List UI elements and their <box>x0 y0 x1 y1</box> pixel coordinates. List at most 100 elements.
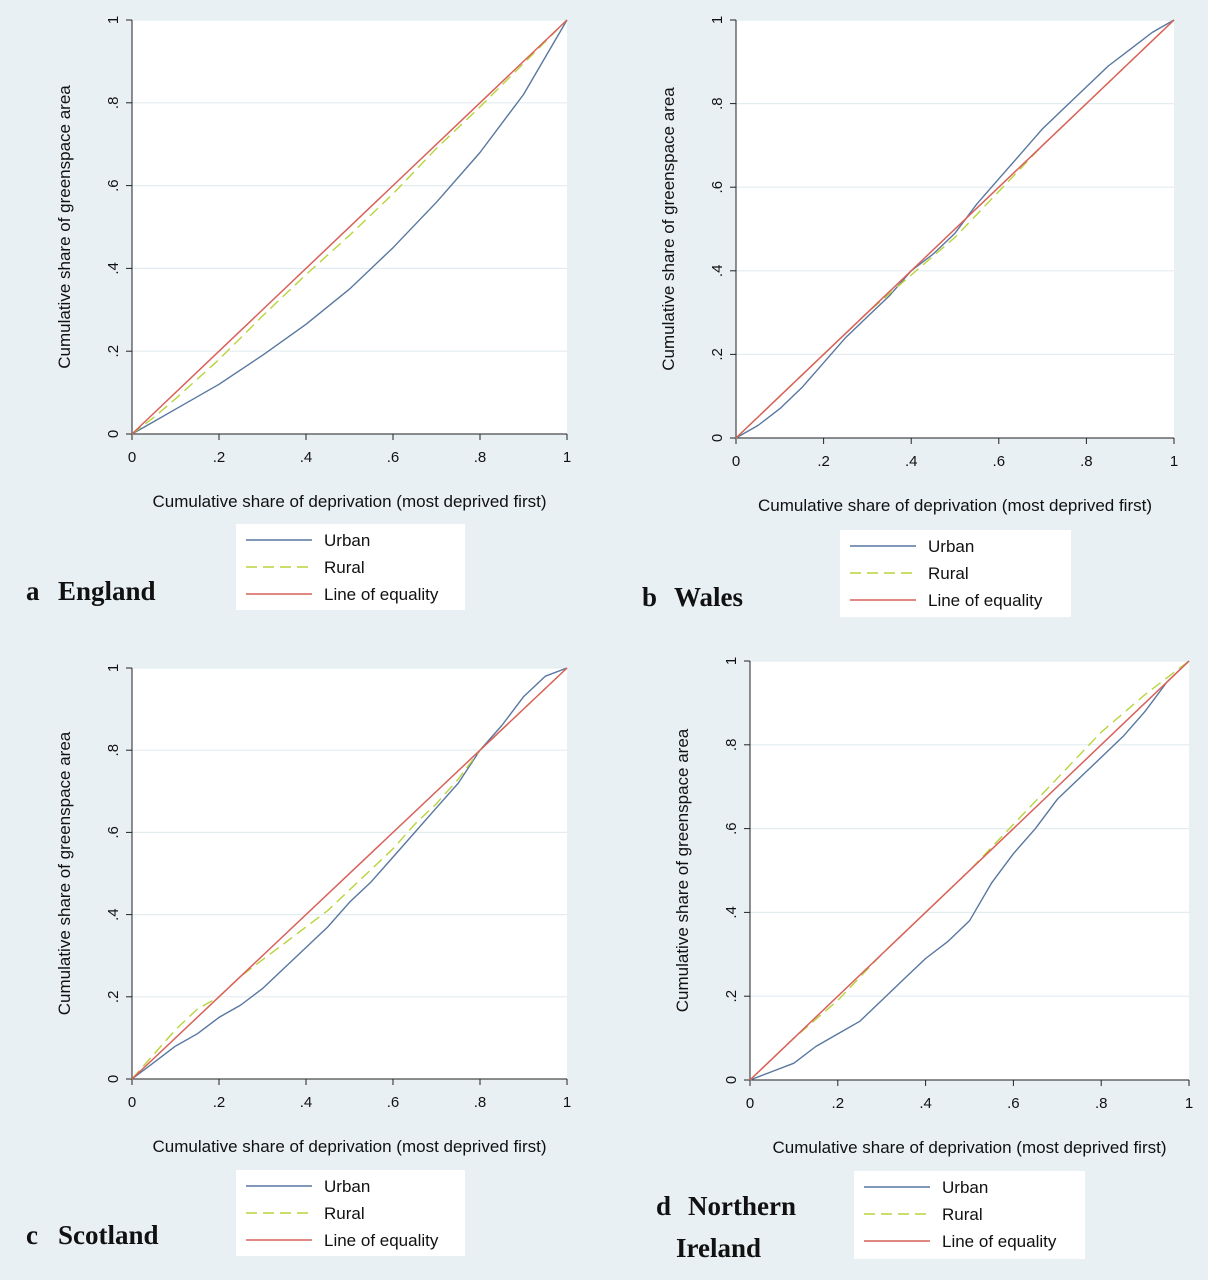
panel-title: Ireland <box>676 1233 761 1263</box>
y-tick-label: .4 <box>105 262 122 275</box>
panel-title: Scotland <box>58 1220 159 1250</box>
panel-title: Wales <box>674 582 743 612</box>
y-tick-label: .2 <box>105 345 122 358</box>
legend: Urban Rural Line of equality <box>854 1171 1085 1259</box>
y-tick-label: .2 <box>105 991 122 1004</box>
series-line-line-of-equality <box>749 660 1190 1081</box>
x-tick-label: .2 <box>832 1095 845 1112</box>
y-tick-label: .6 <box>105 179 122 192</box>
chart-svg: 0 .2 .4 .6 .8 1 0 .2 .4 .6 .8 1 Cumulative share of … <box>26 16 571 610</box>
legend-label: Line of equality <box>324 585 439 604</box>
x-tick-label: 0 <box>732 453 740 470</box>
series-line-line-of-equality <box>131 667 568 1080</box>
chart-panel-england: 0 .2 .4 .6 .8 1 0 .2 .4 .6 .8 1 Cumulative share of … <box>0 0 604 640</box>
x-tick-label: .8 <box>474 1094 487 1111</box>
legend-box <box>236 524 465 610</box>
series-line-line-of-equality <box>735 19 1175 439</box>
legend: Urban Rural Line of equality <box>236 524 465 610</box>
y-axis-label: Cumulative share of greenspace area <box>659 87 678 371</box>
y-tick-label: 1 <box>105 664 122 672</box>
x-axis-label: Cumulative share of deprivation (most de… <box>153 492 547 511</box>
x-axis-label: Cumulative share of deprivation (most de… <box>773 1138 1167 1157</box>
legend-label: Urban <box>324 1177 370 1196</box>
y-tick-label: 0 <box>105 430 122 438</box>
y-axis-label: Cumulative share of greenspace area <box>55 731 74 1015</box>
x-tick-label: .6 <box>387 1094 400 1111</box>
x-tick-label: 1 <box>1170 453 1178 470</box>
legend-label: Line of equality <box>942 1232 1057 1251</box>
chart-panel-northern-ireland: 0 .2 .4 .6 .8 1 0 .2 .4 .6 .8 1 Cumulative share of … <box>604 640 1208 1280</box>
y-tick-label: 0 <box>709 434 726 442</box>
y-tick-label: .8 <box>709 97 726 110</box>
x-tick-label: .6 <box>387 449 400 466</box>
x-tick-label: 1 <box>563 449 571 466</box>
y-tick-label: .6 <box>723 822 740 835</box>
series-line-rural <box>131 19 568 435</box>
x-tick-label: .2 <box>817 453 830 470</box>
x-tick-label: 1 <box>1185 1095 1193 1112</box>
x-tick-label: .8 <box>1095 1095 1108 1112</box>
panel-letter: b <box>642 582 657 612</box>
panel-title: England <box>58 576 156 606</box>
legend-label: Rural <box>942 1205 983 1224</box>
x-tick-label: .4 <box>300 449 313 466</box>
legend-label: Urban <box>942 1178 988 1197</box>
chart-svg: 0 .2 .4 .6 .8 1 0 .2 .4 .6 .8 1 Cumulative share of … <box>26 664 571 1256</box>
x-tick-label: .2 <box>213 1094 226 1111</box>
panel-letter: a <box>26 576 40 606</box>
series-line-urban <box>131 667 568 1080</box>
y-axis-label: Cumulative share of greenspace area <box>55 85 74 369</box>
y-tick-label: 1 <box>709 16 726 24</box>
legend-box <box>840 530 1071 617</box>
panel-letter: c <box>26 1220 38 1250</box>
y-tick-label: 1 <box>105 16 122 24</box>
y-tick-label: .4 <box>723 906 740 919</box>
y-tick-label: .4 <box>105 908 122 921</box>
legend-label: Line of equality <box>928 591 1043 610</box>
series-line-rural <box>749 660 1190 1081</box>
legend-label: Line of equality <box>324 1231 439 1250</box>
chart-svg: 0 .2 .4 .6 .8 1 0 .2 .4 .6 .8 1 Cumulative share of … <box>656 657 1193 1263</box>
legend-label: Urban <box>324 531 370 550</box>
legend-label: Urban <box>928 537 974 556</box>
x-tick-label: .4 <box>905 453 918 470</box>
x-tick-label: 0 <box>128 449 136 466</box>
panel-title: Northern <box>688 1191 796 1221</box>
legend-box <box>854 1171 1085 1259</box>
y-tick-label: 1 <box>723 657 740 665</box>
x-tick-label: .6 <box>1007 1095 1020 1112</box>
x-tick-label: .2 <box>213 449 226 466</box>
x-tick-label: .6 <box>993 453 1006 470</box>
panel-letter: d <box>656 1191 671 1221</box>
y-tick-label: .8 <box>723 739 740 752</box>
chart-panel-scotland: 0 .2 .4 .6 .8 1 0 .2 .4 .6 .8 1 Cumulative share of … <box>0 640 604 1280</box>
y-tick-label: .6 <box>105 826 122 839</box>
chart-panel-wales: 0 .2 .4 .6 .8 1 0 .2 .4 .6 .8 1 Cumulative share of … <box>604 0 1208 640</box>
y-tick-label: .2 <box>723 990 740 1003</box>
legend-label: Rural <box>324 558 365 577</box>
y-tick-label: .6 <box>709 181 726 194</box>
y-tick-label: 0 <box>105 1075 122 1083</box>
x-tick-label: .8 <box>474 449 487 466</box>
x-axis-label: Cumulative share of deprivation (most de… <box>758 496 1152 515</box>
series-line-urban <box>735 19 1175 439</box>
series-line-urban <box>749 660 1190 1081</box>
chart-svg: 0 .2 .4 .6 .8 1 0 .2 .4 .6 .8 1 Cumulative share of … <box>642 16 1178 617</box>
series-line-rural <box>735 19 1175 439</box>
x-tick-label: .8 <box>1080 453 1093 470</box>
y-tick-label: .8 <box>105 97 122 110</box>
legend-label: Rural <box>928 564 969 583</box>
series-line-urban <box>131 19 568 435</box>
series-line-line-of-equality <box>131 19 568 435</box>
x-tick-label: 0 <box>746 1095 754 1112</box>
x-tick-label: .4 <box>300 1094 313 1111</box>
y-tick-label: .8 <box>105 744 122 757</box>
legend: Urban Rural Line of equality <box>236 1170 465 1256</box>
x-axis-label: Cumulative share of deprivation (most de… <box>153 1137 547 1156</box>
y-tick-label: .4 <box>709 265 726 278</box>
x-tick-label: 1 <box>563 1094 571 1111</box>
legend: Urban Rural Line of equality <box>840 530 1071 617</box>
y-tick-label: 0 <box>723 1076 740 1084</box>
legend-box <box>236 1170 465 1256</box>
x-tick-label: 0 <box>128 1094 136 1111</box>
